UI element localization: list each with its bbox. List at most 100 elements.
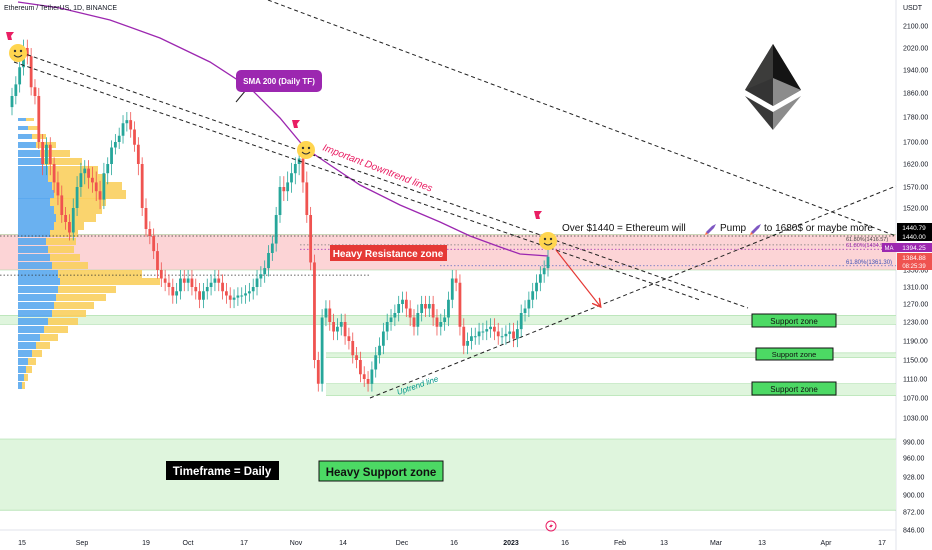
candle-body: [351, 341, 355, 356]
candle-body: [41, 142, 45, 164]
candle-body: [274, 215, 278, 244]
candle-body: [538, 274, 542, 283]
candle-body: [60, 195, 64, 215]
candle-body: [194, 287, 198, 292]
target-annotation[interactable]: Over $1440 = Ethereum will Pump to 1680$…: [562, 223, 873, 235]
candle-body: [408, 308, 412, 318]
smiley-icon: [297, 141, 315, 159]
sma-label[interactable]: SMA 200 (Daily TF): [235, 70, 322, 103]
uptrend-line[interactable]: [369, 185, 897, 399]
profile-bar-yellow: [48, 166, 98, 174]
profile-bar-blue: [18, 198, 50, 206]
profile-bar-yellow: [58, 270, 142, 278]
profile-bar-yellow: [40, 334, 58, 341]
projection-arrow[interactable]: [555, 249, 600, 306]
candle-body: [339, 322, 343, 327]
profile-bar-yellow: [52, 310, 86, 317]
price-axis[interactable]: 2100.00 2020.00 1940.00 1860.00 1780.00 1700.…: [903, 24, 928, 535]
candle-body: [343, 322, 347, 337]
badge-1440-79: 1440.79: [902, 225, 926, 232]
time-tick-label: Apr: [821, 540, 833, 547]
svg-text:Support zone: Support zone: [770, 385, 818, 394]
currency-label: USDT: [903, 5, 923, 12]
candle-body: [427, 304, 431, 309]
candle-body: [144, 208, 148, 229]
price-tick-label: 1270.00: [903, 302, 928, 309]
profile-bar-blue: [18, 342, 36, 349]
price-tick-label: 1310.00: [903, 285, 928, 292]
candle-body: [156, 251, 159, 270]
heavy-support-label[interactable]: Heavy Support zone: [318, 460, 444, 482]
profile-bar-blue: [18, 382, 22, 389]
candle-body: [397, 304, 401, 313]
candle-body: [542, 268, 546, 275]
candle-body: [240, 295, 244, 297]
candle-body: [37, 96, 41, 142]
profile-bar-blue: [18, 366, 26, 373]
candle-body: [389, 317, 393, 322]
candle-body: [217, 278, 221, 283]
support-zone-2: [326, 352, 896, 358]
profile-bar-yellow: [54, 190, 126, 199]
downtrend-line-1[interactable]: [13, 49, 749, 309]
profile-bar-yellow: [48, 318, 78, 325]
time-tick-label: 14: [339, 540, 347, 547]
profile-bar-blue: [18, 374, 24, 381]
lightning-icon[interactable]: [545, 520, 557, 532]
price-tick-label: 1570.00: [903, 185, 928, 192]
timeframe-label[interactable]: Timeframe = Daily: [166, 461, 279, 480]
price-tick-label: 1190.00: [903, 339, 928, 346]
candle-body: [416, 313, 420, 327]
profile-bar-yellow: [50, 230, 78, 237]
badge-last-price: 1384.88: [902, 255, 926, 262]
candle-body: [404, 299, 408, 309]
candle-body: [25, 48, 29, 57]
heavy-resistance-label[interactable]: Heavy Resistance zone: [330, 245, 447, 261]
candle-body: [439, 322, 443, 327]
support-label-1[interactable]: Support zone: [751, 313, 837, 328]
candle-body: [140, 164, 144, 208]
candle-body: [270, 243, 274, 253]
price-tick-label: 1230.00: [903, 320, 928, 327]
time-axis[interactable]: 15 Sep 19 Oct 17 Nov 14 Dec 16 2023 16 Feb 13 Mar 13 Ap…: [18, 540, 886, 547]
candle-body: [336, 326, 339, 332]
candle-body: [83, 168, 87, 174]
price-tick-label: 1520.00: [903, 206, 928, 213]
support-label-3[interactable]: Support zone: [751, 381, 837, 396]
candle-body: [225, 291, 228, 296]
profile-bar-blue: [18, 150, 40, 157]
profile-bar-yellow: [24, 374, 28, 381]
candle-body: [316, 360, 320, 384]
profile-bar-blue: [18, 134, 32, 139]
candle-body: [205, 287, 209, 292]
candle-body: [320, 317, 324, 384]
price-tick-label: 900.00: [903, 493, 925, 500]
profile-bar-yellow: [48, 246, 74, 253]
symbol-title: Ethereum / TetherUS, 1D, BINANCE: [4, 5, 117, 12]
target-text-1: Over $1440 = Ethereum will: [562, 223, 686, 234]
candle-body: [267, 253, 270, 269]
candle-body: [493, 326, 496, 332]
support-label-2[interactable]: Support zone: [755, 347, 834, 361]
svg-text:Support zone: Support zone: [770, 317, 818, 326]
badge-ma-value: 1394.25: [902, 245, 926, 252]
badge-ma-label: MA: [885, 246, 894, 252]
candle-body: [435, 317, 439, 327]
candle-body: [278, 187, 282, 215]
candle-body: [79, 173, 83, 187]
candle-body: [232, 297, 236, 300]
time-tick-label: 2023: [503, 540, 519, 547]
candle-body: [378, 345, 381, 356]
candle-body: [443, 317, 447, 322]
fib-lower-label: 61.80%(1361.30): [846, 260, 892, 266]
price-tick-label: 2020.00: [903, 46, 928, 53]
time-tick-label: 17: [240, 540, 248, 547]
candle-body: [171, 287, 175, 296]
price-tick-label: 928.00: [903, 475, 925, 482]
svg-text:Timeframe = Daily: Timeframe = Daily: [173, 466, 272, 478]
candle-body: [454, 278, 458, 283]
downtrend-line-2[interactable]: [13, 61, 701, 301]
candle-body: [381, 331, 385, 346]
price-tick-label: 1070.00: [903, 396, 928, 403]
